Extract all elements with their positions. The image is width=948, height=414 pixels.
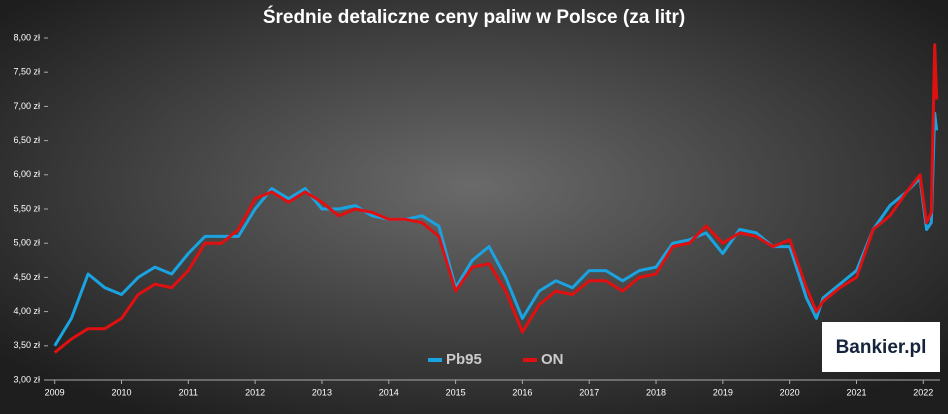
logo: Bankier.pl xyxy=(836,337,927,358)
y-tick-label: 6,00 zł xyxy=(13,169,40,179)
x-tick-label: 2014 xyxy=(379,387,399,397)
x-tick-label: 2009 xyxy=(45,387,65,397)
y-tick-label: 5,00 zł xyxy=(13,238,40,248)
x-tick-label: 2020 xyxy=(780,387,800,397)
y-tick-label: 3,50 zł xyxy=(13,340,40,350)
y-tick-label: 7,00 zł xyxy=(13,101,40,111)
x-tick-label: 2013 xyxy=(312,387,332,397)
series-line xyxy=(53,43,939,354)
chart-title: Średnie detaliczne ceny paliw w Polsce (… xyxy=(263,6,685,28)
x-tick-label: 2017 xyxy=(579,387,599,397)
legend-label: ON xyxy=(541,351,564,368)
x-tick-label: 2015 xyxy=(446,387,466,397)
y-tick-label: 6,50 zł xyxy=(13,135,40,145)
y-tick-label: 3,00 zł xyxy=(13,374,40,384)
y-tick-label: 5,50 zł xyxy=(13,203,40,213)
x-tick-label: 2012 xyxy=(245,387,265,397)
x-tick-label: 2021 xyxy=(846,387,866,397)
y-tick-label: 7,50 zł xyxy=(13,67,40,77)
x-tick-label: 2016 xyxy=(512,387,532,397)
x-tick-label: 2019 xyxy=(713,387,733,397)
x-tick-label: 2022 xyxy=(913,387,933,397)
series-line xyxy=(53,111,939,347)
x-tick-label: 2010 xyxy=(111,387,131,397)
y-tick-label: 4,00 zł xyxy=(13,306,40,316)
x-tick-label: 2011 xyxy=(179,387,198,397)
y-tick-label: 4,50 zł xyxy=(13,272,40,282)
legend-label: Pb95 xyxy=(446,351,482,368)
y-tick-label: 8,00 zł xyxy=(13,32,40,42)
x-tick-label: 2018 xyxy=(646,387,666,397)
logo-box xyxy=(822,322,940,372)
